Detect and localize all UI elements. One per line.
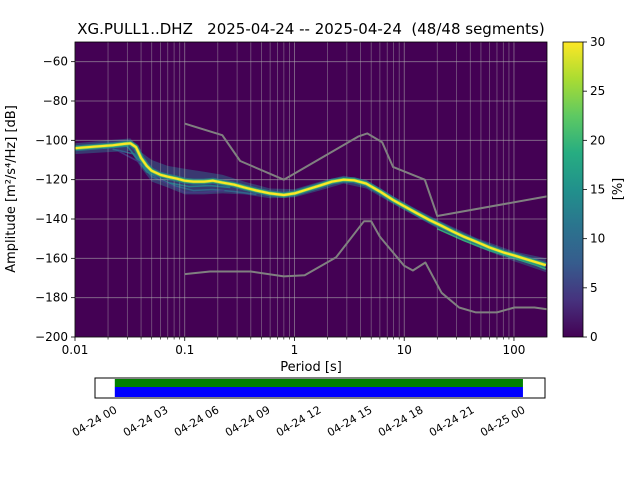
svg-text:04-24 18: 04-24 18 xyxy=(376,403,425,439)
svg-text:−100: −100 xyxy=(35,133,68,147)
svg-text:−120: −120 xyxy=(35,173,68,187)
svg-text:5: 5 xyxy=(590,281,598,295)
y-axis-label: Amplitude [m²/s⁴/Hz] [dB] xyxy=(4,105,19,273)
svg-text:−60: −60 xyxy=(43,55,68,69)
colorbar: 0 5 10 15 20 25 30 xyxy=(562,35,605,344)
svg-text:−180: −180 xyxy=(35,291,68,305)
svg-text:04-24 15: 04-24 15 xyxy=(325,403,374,439)
chart-title: XG.PULL1..DHZ 2025-04-24 -- 2025-04-24 (… xyxy=(77,20,545,38)
svg-text:04-24 12: 04-24 12 xyxy=(274,403,323,439)
svg-text:0.01: 0.01 xyxy=(62,343,89,357)
svg-text:15: 15 xyxy=(590,183,605,197)
svg-text:04-25 00: 04-25 00 xyxy=(478,403,527,439)
svg-text:20: 20 xyxy=(590,133,605,147)
svg-text:1: 1 xyxy=(291,343,299,357)
plot-area xyxy=(74,41,548,338)
colorbar-label: [%] xyxy=(611,178,626,201)
svg-text:30: 30 xyxy=(590,35,605,49)
svg-text:04-24 00: 04-24 00 xyxy=(70,403,119,439)
x-axis-label: Period [s] xyxy=(280,360,342,375)
svg-text:04-24 06: 04-24 06 xyxy=(172,403,221,439)
svg-text:0: 0 xyxy=(590,330,598,344)
svg-text:04-24 09: 04-24 09 xyxy=(223,403,272,439)
svg-text:04-24 03: 04-24 03 xyxy=(121,403,170,439)
svg-text:100: 100 xyxy=(503,343,526,357)
svg-text:−200: −200 xyxy=(35,330,68,344)
svg-text:10: 10 xyxy=(590,232,605,246)
svg-text:04-24 21: 04-24 21 xyxy=(427,403,476,439)
data-coverage-timeline: 04-24 00 04-24 03 04-24 06 04-24 09 04-24 12… xyxy=(70,377,546,439)
svg-text:0.1: 0.1 xyxy=(175,343,194,357)
svg-text:−160: −160 xyxy=(35,251,68,265)
svg-text:−80: −80 xyxy=(43,94,68,108)
svg-text:10: 10 xyxy=(397,343,412,357)
svg-text:−140: −140 xyxy=(35,212,68,226)
axis-ticks: 0.01 0.1 1 10 100 −60 −80 −100 −120 −140 −160 −180 −… xyxy=(35,55,525,357)
svg-text:25: 25 xyxy=(590,84,605,98)
